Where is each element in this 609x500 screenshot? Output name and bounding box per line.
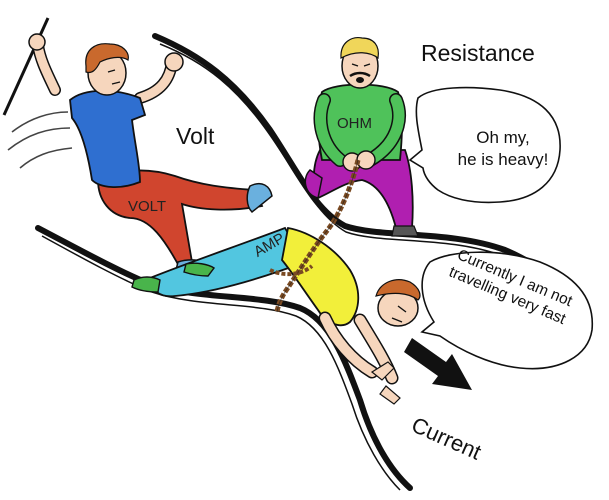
amp-character (131, 226, 421, 405)
volt-title: Volt (176, 123, 215, 149)
current-arrow (404, 338, 472, 390)
ohm-bubble-text: Oh my, he is heavy! (443, 127, 563, 171)
ohm-shirt-label: OHM (337, 115, 372, 132)
amp-speech-bubble (420, 251, 594, 370)
motion-lines (7, 111, 73, 169)
ohm-character (304, 37, 419, 237)
volt-character (28, 33, 273, 277)
resistance-title: Resistance (421, 40, 535, 66)
ohm-speech-bubble (408, 86, 561, 204)
volt-shirt-label: VOLT (128, 198, 167, 215)
lower-wire-wall (35, 225, 413, 491)
ohm-bubble-line-1: Oh my, (476, 128, 530, 147)
ohm-bubble-line-2: he is heavy! (457, 150, 549, 169)
